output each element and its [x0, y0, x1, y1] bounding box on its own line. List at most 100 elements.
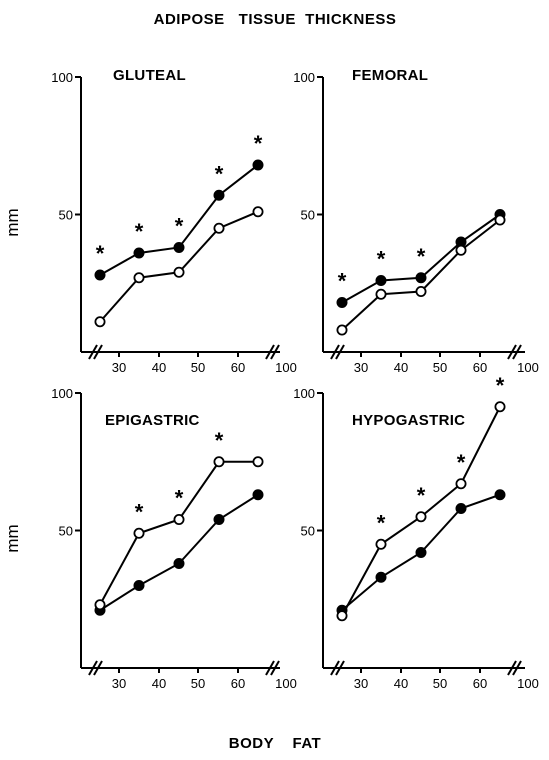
- series-line-open: [99, 460, 258, 606]
- data-point-open: [252, 456, 264, 468]
- x-tick-label: 50: [433, 676, 447, 691]
- panel-title: GLUTEAL: [113, 67, 186, 84]
- data-point-open: [336, 610, 348, 622]
- figure-title: ADIPOSE TISSUE THICKNESS: [154, 11, 397, 28]
- axis-break-mark: [88, 660, 103, 676]
- y-tick-label: 100: [51, 70, 73, 85]
- data-point-open: [455, 244, 467, 256]
- significance-star: *: [175, 214, 184, 239]
- panel-hypogastric: 50 100 30 40 50 60 100 HYPOGASTRIC * * * *: [293, 373, 539, 691]
- figure-x-label: BODY FAT: [229, 735, 321, 752]
- x-tick-label: 30: [354, 360, 368, 375]
- x-tick-label: 100: [517, 676, 539, 691]
- significance-star: *: [496, 373, 505, 398]
- data-point-open: [375, 538, 387, 550]
- data-point-filled: [173, 241, 185, 253]
- panel-title: HYPOGASTRIC: [352, 412, 465, 429]
- data-point-filled: [415, 272, 427, 284]
- x-tick-label: 100: [275, 676, 297, 691]
- data-point-open: [336, 324, 348, 336]
- x-tick-label: 40: [152, 676, 166, 691]
- significance-star: *: [135, 499, 144, 524]
- panel-gluteal: 50 100 30 40 50 60 100 GLUTEAL mm * * * * *: [3, 67, 297, 375]
- y-tick-label: 100: [293, 70, 315, 85]
- significance-star: *: [175, 486, 184, 511]
- data-point-open: [375, 288, 387, 300]
- data-point-open: [94, 599, 106, 611]
- significance-star: *: [135, 219, 144, 244]
- x-tick-label: 30: [112, 360, 126, 375]
- significance-star: *: [377, 510, 386, 535]
- significance-star: *: [417, 244, 426, 269]
- y-axis-label: mm: [3, 208, 22, 236]
- x-tick-label: 40: [394, 360, 408, 375]
- data-point-filled: [213, 189, 225, 201]
- data-point-filled: [133, 247, 145, 259]
- data-point-filled: [336, 296, 348, 308]
- data-point-open: [415, 285, 427, 297]
- x-tick-label: 30: [112, 676, 126, 691]
- data-point-open: [494, 214, 506, 226]
- x-tick-label: 40: [152, 360, 166, 375]
- data-point-filled: [375, 274, 387, 286]
- data-point-filled: [94, 269, 106, 281]
- x-tick-label: 30: [354, 676, 368, 691]
- significance-star: *: [377, 247, 386, 272]
- axis-break-mark: [507, 660, 522, 676]
- data-point-open: [173, 514, 185, 526]
- y-tick-label: 50: [301, 208, 315, 223]
- data-point-filled: [494, 489, 506, 501]
- significance-star: *: [338, 269, 347, 294]
- data-point-open: [133, 272, 145, 284]
- series-line-filled: [99, 493, 259, 612]
- data-point-open: [252, 206, 264, 218]
- x-tick-label: 100: [517, 360, 539, 375]
- data-point-open: [94, 316, 106, 328]
- data-point-filled: [213, 514, 225, 526]
- significance-star: *: [254, 131, 263, 156]
- panel-title: FEMORAL: [352, 67, 428, 84]
- significance-star: *: [417, 483, 426, 508]
- panel-epigastric: 50 100 30 40 50 60 100 EPIGASTRIC mm * * *: [3, 386, 297, 691]
- y-tick-label: 50: [301, 524, 315, 539]
- axis-break-mark: [507, 344, 522, 360]
- data-point-open: [213, 222, 225, 234]
- axis-break-mark: [265, 344, 280, 360]
- data-point-open: [213, 456, 225, 468]
- data-point-open: [494, 401, 506, 413]
- significance-star: *: [96, 241, 105, 266]
- significance-star: *: [457, 450, 466, 475]
- x-tick-label: 60: [473, 676, 487, 691]
- x-tick-label: 50: [191, 360, 205, 375]
- data-point-filled: [252, 159, 264, 171]
- x-tick-label: 60: [231, 676, 245, 691]
- axis-break-mark: [330, 660, 345, 676]
- x-tick-label: 60: [473, 360, 487, 375]
- y-tick-label: 100: [293, 386, 315, 401]
- y-tick-label: 100: [51, 386, 73, 401]
- y-axis-label: mm: [3, 524, 22, 552]
- data-point-filled: [415, 547, 427, 559]
- data-point-open: [133, 527, 145, 539]
- data-point-open: [455, 478, 467, 490]
- data-point-filled: [133, 580, 145, 592]
- series-line-open: [341, 406, 501, 617]
- data-point-filled: [455, 502, 467, 514]
- data-point-filled: [375, 571, 387, 583]
- panel-title: EPIGASTRIC: [105, 412, 200, 429]
- data-point-open: [173, 266, 185, 278]
- significance-star: *: [215, 428, 224, 453]
- axis-break-mark: [265, 660, 280, 676]
- x-tick-label: 40: [394, 676, 408, 691]
- significance-star: *: [215, 161, 224, 186]
- data-point-filled: [173, 558, 185, 570]
- data-point-filled: [252, 489, 264, 501]
- panel-femoral: 50 100 30 40 50 60 100 FEMORAL * * *: [293, 67, 539, 375]
- axis-break-mark: [88, 344, 103, 360]
- x-tick-label: 100: [275, 360, 297, 375]
- y-tick-label: 50: [59, 524, 73, 539]
- data-point-open: [415, 511, 427, 523]
- y-tick-label: 50: [59, 208, 73, 223]
